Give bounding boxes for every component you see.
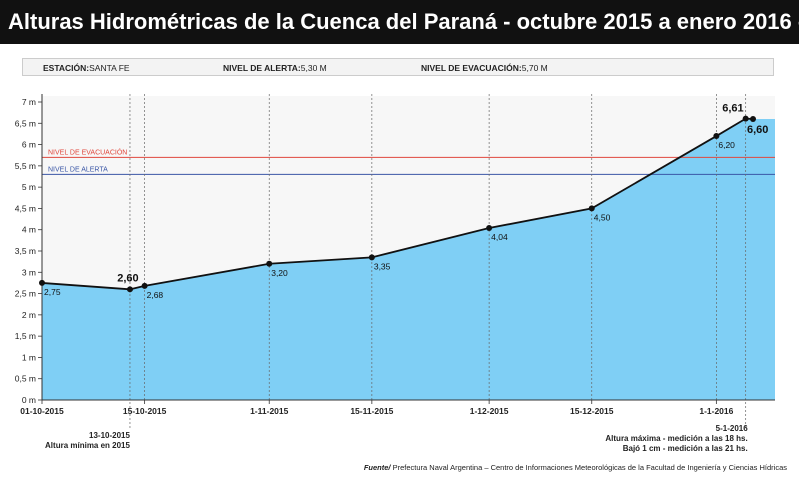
data-point [750, 116, 757, 123]
data-label: 3,20 [271, 268, 288, 278]
annotation-max-text: 5-1-2016 [716, 424, 749, 433]
station-value: SANTA FE [89, 63, 130, 73]
data-label: 2,60 [117, 272, 138, 284]
evacuation-level-value: 5,70 M [521, 63, 548, 73]
data-label: 6,61 [722, 103, 743, 115]
area-fill [42, 118, 775, 401]
data-point [588, 205, 595, 212]
annotation-max-text: Bajó 1 cm - medición a las 21 hs. [623, 444, 748, 453]
y-tick-label: 4 m [22, 225, 36, 235]
data-point [39, 279, 45, 286]
y-tick-label: 6 m [22, 140, 36, 150]
alert-level-value: 5,30 M [300, 63, 327, 73]
data-label: 4,50 [594, 212, 611, 222]
evacuation-level-info: NIVEL DE EVACUACIÓN:5,70 M [421, 59, 548, 77]
x-tick-label: 1-12-2015 [470, 406, 509, 416]
chart-title: Alturas Hidrométricas de la Cuenca del P… [0, 0, 799, 44]
data-point [713, 133, 720, 140]
y-tick-label: 1,5 m [15, 331, 36, 341]
evacuation-level-label: NIVEL DE EVACUACIÓN [48, 147, 127, 156]
data-label: 6,20 [718, 140, 735, 150]
y-tick-label: 0,5 m [15, 374, 36, 384]
y-tick-label: 4,5 m [15, 203, 36, 213]
source-footer: Fuente/ Prefectura Naval Argentina – Cen… [364, 463, 787, 472]
y-tick-label: 0 m [22, 395, 36, 405]
annotation-min-text: 13-10-2015 [89, 431, 130, 440]
station-label: ESTACIÓN: [43, 63, 90, 73]
y-tick-label: 1 m [22, 352, 36, 362]
x-tick-label: 15-12-2015 [570, 406, 614, 416]
station-info: ESTACIÓN:SANTA FE [43, 59, 130, 77]
x-tick-label: 15-10-2015 [123, 406, 167, 416]
data-point [486, 225, 493, 232]
y-tick-label: 3,5 m [15, 246, 36, 256]
y-tick-label: 2,5 m [15, 289, 36, 299]
series-line [41, 117, 754, 291]
x-tick-label: 1-1-2016 [699, 406, 733, 416]
data-point [126, 286, 133, 293]
evacuation-level-label: NIVEL DE EVACUACIÓN: [421, 63, 522, 73]
data-point [266, 260, 273, 267]
data-label: 2,75 [44, 287, 61, 297]
annotation-max-text: Altura máxima - medición a las 18 hs. [605, 434, 747, 443]
data-point [141, 282, 148, 289]
alert-level-info: NIVEL DE ALERTA:5,30 M [223, 59, 327, 77]
y-tick-label: 2 m [22, 310, 36, 320]
station-info-bar: ESTACIÓN:SANTA FE NIVEL DE ALERTA:5,30 M… [22, 58, 774, 76]
x-tick-label: 1-11-2015 [250, 406, 289, 416]
alert-level-label: NIVEL DE ALERTA [48, 166, 108, 173]
data-label: 6,60 [747, 124, 768, 136]
data-label: 2,68 [147, 290, 164, 300]
y-tick-label: 3 m [22, 267, 36, 277]
x-tick-label: 15-11-2015 [350, 406, 393, 416]
chart-svg: 0 m 0,5 m 1 m 1,5 m 2 m 2,5 m 3 m 3,5 m 4 m 4,5 m… [15, 94, 775, 453]
alert-level-label: NIVEL DE ALERTA: [223, 63, 301, 73]
annotation-min-text: Altura mínima en 2015 [45, 441, 130, 450]
data-label: 3,35 [374, 261, 391, 271]
data-label: 4,04 [491, 232, 508, 242]
source-label: Fuente/ [363, 463, 391, 472]
data-point [368, 254, 375, 261]
y-tick-label: 6,5 m [15, 118, 36, 128]
y-tick-label: 5 m [22, 182, 36, 192]
x-tick-label: 01-10-2015 [20, 406, 64, 416]
y-tick-label: 5,5 m [15, 161, 36, 171]
source-text: Prefectura Naval Argentina – Centro de I… [392, 463, 787, 472]
chart-area: 0 m 0,5 m 1 m 1,5 m 2 m 2,5 m 3 m 3,5 m 4 m 4,5 m… [0, 80, 799, 480]
data-point [742, 115, 749, 122]
y-tick-label: 7 m [22, 97, 36, 107]
